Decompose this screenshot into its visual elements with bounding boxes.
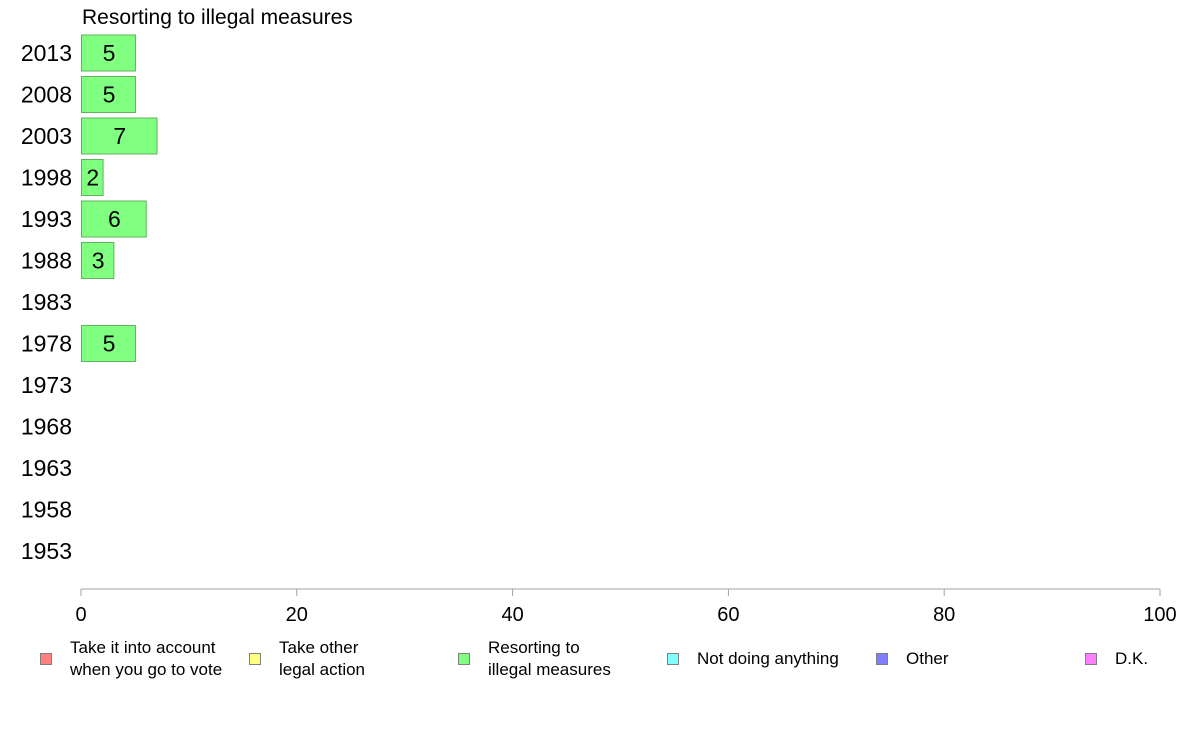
x-tick-label: 100 — [1143, 604, 1176, 626]
y-tick-label: 2008 — [21, 82, 72, 108]
x-tick-label: 60 — [717, 604, 739, 626]
bar — [81, 242, 115, 279]
y-tick-label: 1998 — [21, 165, 72, 191]
x-tick-label: 0 — [75, 604, 86, 626]
legend-label: Other — [906, 649, 949, 668]
x-tick-label: 80 — [933, 604, 955, 626]
legend-swatch — [876, 653, 888, 665]
legend-label: Resorting to illegal measures — [488, 638, 611, 679]
legend-label: Take other legal action — [279, 638, 366, 679]
y-tick-label: 1953 — [21, 538, 72, 564]
bar-value-label: 5 — [103, 331, 116, 357]
bar — [81, 34, 136, 72]
legend-swatch — [249, 653, 261, 665]
bar — [81, 76, 136, 113]
legend-item: Other — [876, 636, 949, 682]
y-tick-label: 1963 — [21, 455, 72, 481]
y-tick-label: 1993 — [21, 206, 72, 232]
x-tick-label: 40 — [501, 604, 523, 626]
y-tick-label: 1988 — [21, 248, 72, 274]
chart-legend: Take it into account when you go to vote… — [0, 636, 1188, 696]
legend-item: Take other legal action — [249, 636, 365, 682]
legend-swatch — [458, 653, 470, 665]
y-tick-label: 1958 — [21, 497, 72, 523]
x-tick-label: 20 — [286, 604, 308, 626]
legend-item: D.K. — [1085, 636, 1148, 682]
bar-value-label: 5 — [103, 82, 116, 108]
y-tick-label: 1978 — [21, 331, 72, 357]
legend-swatch — [667, 653, 679, 665]
legend-label: Take it into account when you go to vote — [70, 638, 223, 679]
legend-item: Resorting to illegal measures — [458, 636, 611, 682]
chart-title: Resorting to illegal measures — [82, 6, 353, 29]
bar-value-label: 7 — [113, 123, 126, 149]
y-tick-label: 1983 — [21, 289, 72, 315]
legend-item: Take it into account when you go to vote — [40, 636, 222, 682]
bar-value-label: 3 — [92, 248, 105, 274]
y-tick-label: 2003 — [21, 123, 72, 149]
legend-label: D.K. — [1115, 649, 1149, 668]
legend-label: Not doing anything — [697, 649, 839, 668]
bar-value-label: 2 — [86, 165, 99, 191]
y-tick-label: 1973 — [21, 372, 72, 398]
legend-swatch — [40, 653, 52, 665]
legend-item: Not doing anything — [667, 636, 839, 682]
bar — [81, 159, 104, 196]
bar — [81, 117, 158, 155]
legend-swatch — [1085, 653, 1097, 665]
bar-value-label: 5 — [103, 40, 116, 66]
bar-value-label: 6 — [108, 206, 121, 232]
y-tick-label: 1968 — [21, 414, 72, 440]
bar — [81, 200, 147, 238]
y-tick-label: 2013 — [21, 40, 72, 66]
bar — [81, 325, 136, 362]
